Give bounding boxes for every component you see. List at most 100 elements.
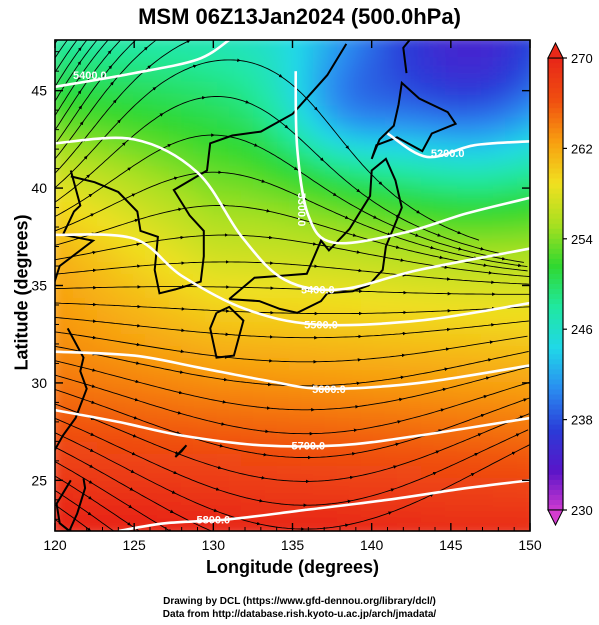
wind-arrow — [387, 511, 392, 515]
wind-arrow — [356, 250, 361, 254]
streamline — [55, 40, 137, 145]
height-contour-5600.0 — [55, 350, 530, 391]
x-axis: 120 125 130 135 140 145 150 — [43, 40, 542, 553]
wind-arrow — [222, 400, 227, 404]
colorbar-cell — [548, 198, 563, 205]
wind-arrow — [523, 398, 528, 402]
streamline — [55, 40, 78, 73]
wind-arrow — [213, 508, 218, 512]
colorbar-cell — [548, 103, 563, 109]
colorbar-cell — [548, 98, 563, 104]
wind-arrow — [345, 145, 350, 150]
colorbar-cell — [548, 304, 563, 310]
wind-arrow — [171, 490, 176, 494]
colorbar-tick-label: 246 — [571, 322, 593, 337]
wind-arrow — [480, 247, 485, 251]
wind-arrow — [92, 250, 97, 255]
wind-arrow — [88, 193, 93, 198]
streamline — [55, 40, 88, 88]
wind-arrow — [169, 509, 174, 514]
colorbar-min-arrow — [547, 509, 564, 527]
wind-arrow — [159, 113, 164, 117]
colorbar-tick-label: 254 — [571, 232, 593, 247]
wind-arrow — [515, 433, 520, 437]
colorbar-cell — [548, 339, 563, 345]
streamline — [55, 234, 530, 278]
wind-arrow — [133, 415, 138, 420]
colorbar-cell — [548, 263, 563, 270]
coastline-segment — [228, 157, 403, 314]
streamline — [55, 40, 68, 59]
wind-arrow — [112, 99, 117, 104]
wind-arrow — [89, 464, 94, 468]
wind-arrow — [132, 434, 137, 438]
colorbar-cell — [548, 88, 563, 94]
contour-label: 5300.0 — [295, 193, 307, 227]
x-tick-label: 145 — [439, 537, 463, 553]
colorbar-tick-label: 262 — [571, 141, 593, 156]
wind-arrow — [131, 193, 136, 197]
wind-arrow — [129, 487, 134, 491]
streamline — [55, 40, 122, 131]
colorbar-cell — [548, 299, 563, 305]
colorbar-cell — [548, 489, 563, 496]
wind-arrow — [107, 50, 112, 55]
colorbar-cell — [548, 113, 563, 119]
streamline — [55, 40, 192, 174]
streamline — [55, 403, 530, 482]
wind-arrow — [77, 47, 82, 52]
wind-arrow — [489, 340, 494, 344]
colorbar-cell — [548, 153, 563, 160]
height-contours — [55, 40, 530, 531]
height-contour-5200.0 — [386, 132, 530, 159]
wind-arrow — [109, 37, 111, 40]
colorbar-cell — [548, 329, 563, 335]
colorbar-cell — [548, 273, 563, 280]
colorbar-cell — [548, 208, 563, 215]
x-tick-label: 150 — [518, 537, 542, 553]
wind-arrow — [430, 245, 435, 250]
wind-arrow — [457, 230, 462, 235]
colorbar-cell — [548, 419, 563, 426]
colorbar-cell — [548, 424, 563, 431]
wind-arrow — [92, 335, 97, 340]
colorbar-cell — [548, 384, 563, 391]
wind-arrow — [393, 465, 398, 469]
colorbar-cell — [548, 294, 563, 300]
coastline-segment — [174, 444, 188, 458]
wind-arrow — [127, 522, 132, 526]
x-axis-label: Longitude (degrees) — [205, 557, 379, 577]
wind-arrow — [79, 121, 84, 126]
wind-arrow — [128, 504, 133, 509]
colorbar-cell — [548, 143, 563, 149]
colorbar-cell — [548, 379, 563, 386]
wind-arrow — [345, 523, 349, 528]
coastline-segment — [370, 80, 458, 160]
colorbar-cell — [548, 414, 563, 421]
colorbar-max-arrow — [547, 41, 564, 59]
wind-arrow — [480, 413, 485, 418]
wind-arrow — [127, 167, 132, 171]
wind-arrow — [77, 75, 81, 80]
colorbar-cell — [548, 449, 563, 456]
colorbar-cell — [548, 268, 563, 275]
colorbar-cell — [548, 68, 563, 74]
wind-arrow — [91, 400, 96, 404]
wind-arrow — [400, 258, 405, 262]
temperature-field — [55, 40, 530, 531]
wind-arrow — [349, 475, 354, 480]
colorbar-cell — [548, 459, 563, 466]
colorbar-cell — [548, 78, 563, 84]
wind-arrow — [440, 408, 445, 412]
colorbar-cell — [548, 223, 563, 230]
colorbar-cell — [548, 369, 563, 375]
wind-arrow — [332, 192, 337, 197]
wind-arrow — [373, 215, 378, 219]
colorbar-cell — [548, 434, 563, 441]
wind-arrow — [135, 361, 140, 365]
wind-arrow — [90, 213, 95, 217]
colorbar-cell — [548, 183, 563, 190]
wind-arrow — [400, 375, 405, 380]
wind-arrow — [108, 65, 113, 70]
wind-arrow — [485, 376, 490, 380]
